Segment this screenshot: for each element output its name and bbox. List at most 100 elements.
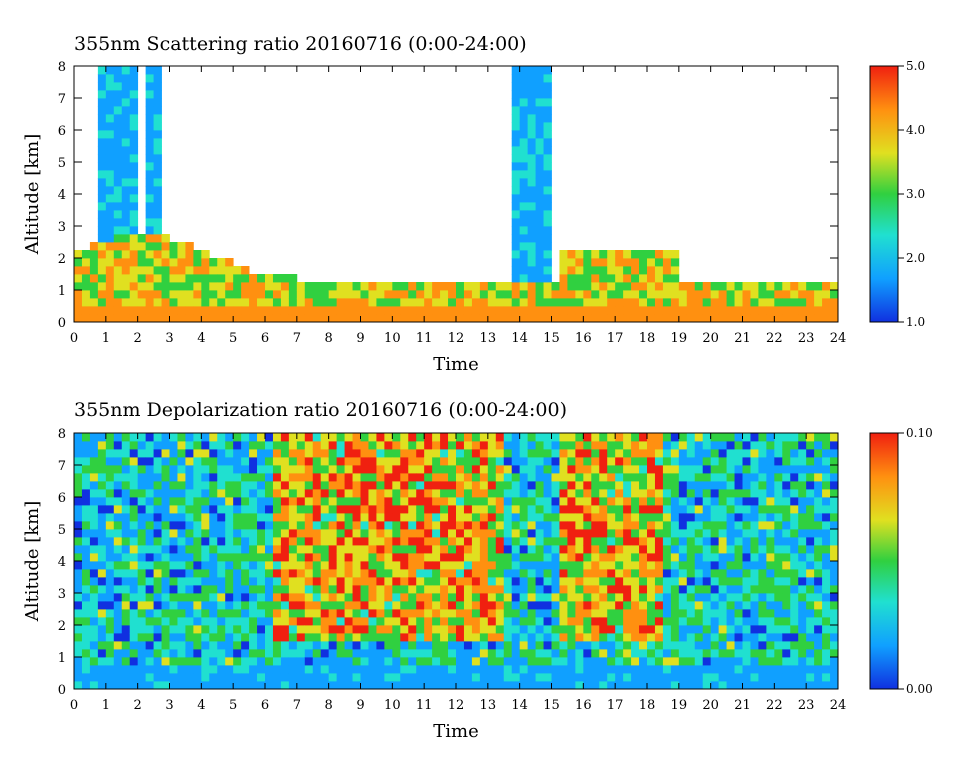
y-tick-label: 4 <box>58 555 66 570</box>
heatmap-cell <box>129 465 139 474</box>
heatmap-cell <box>710 290 720 299</box>
x-tick-label: 24 <box>830 331 847 346</box>
heatmap-cell <box>543 449 552 458</box>
heatmap-cell <box>678 473 688 482</box>
heatmap-cell <box>583 306 592 315</box>
heatmap-cell <box>599 290 608 299</box>
heatmap-cell <box>511 665 521 674</box>
heatmap-cell <box>766 561 775 570</box>
heatmap-cell <box>463 513 473 522</box>
heatmap-cell <box>519 561 529 570</box>
heatmap-cell <box>121 537 131 546</box>
heatmap-cell <box>591 617 600 626</box>
heatmap-cell <box>185 657 194 666</box>
heatmap-cell <box>806 681 815 690</box>
heatmap-cell <box>177 258 186 267</box>
heatmap-cell <box>145 98 154 107</box>
heatmap-cell <box>384 505 393 514</box>
heatmap-cell <box>567 266 576 275</box>
heatmap-cell <box>511 641 521 650</box>
heatmap-cell <box>519 306 529 315</box>
heatmap-cell <box>599 441 608 450</box>
heatmap-cell <box>551 649 560 658</box>
heatmap-cell <box>432 585 441 594</box>
heatmap-cell <box>217 553 226 562</box>
heatmap-cell <box>392 665 401 674</box>
heatmap-cell <box>790 282 799 291</box>
heatmap-cell <box>654 617 664 626</box>
heatmap-cell <box>479 673 489 682</box>
heatmap-cell <box>153 226 162 235</box>
heatmap-cell <box>623 673 632 682</box>
heatmap-cell <box>758 449 767 458</box>
heatmap-cell <box>105 497 115 506</box>
heatmap-cell <box>209 593 218 602</box>
heatmap-cell <box>575 505 584 514</box>
heatmap-cell <box>790 641 799 650</box>
heatmap-cell <box>113 154 123 163</box>
heatmap-cell <box>734 657 743 666</box>
heatmap-cell <box>623 473 632 482</box>
heatmap-cell <box>145 298 154 307</box>
heatmap-cell <box>352 625 361 634</box>
heatmap-cell <box>487 513 497 522</box>
heatmap-cell <box>272 465 282 474</box>
heatmap-cell <box>408 657 417 666</box>
heatmap-cell <box>272 641 282 650</box>
heatmap-cell <box>336 465 345 474</box>
heatmap-cell <box>718 649 727 658</box>
heatmap-cell <box>519 657 529 666</box>
heatmap-cell <box>129 194 139 203</box>
heatmap-cell <box>806 529 815 538</box>
heatmap-cell <box>153 545 162 554</box>
heatmap-cell <box>479 465 489 474</box>
heatmap-cell <box>272 665 282 674</box>
heatmap-cell <box>249 433 258 442</box>
heatmap-cell <box>153 521 162 530</box>
heatmap-cell <box>241 561 250 570</box>
heatmap-cell <box>81 665 91 674</box>
heatmap-cell <box>654 545 664 554</box>
heatmap-cell <box>169 505 178 514</box>
heatmap-cell <box>559 457 568 466</box>
heatmap-cell <box>121 465 131 474</box>
heatmap-cell <box>432 314 441 323</box>
heatmap-cell <box>766 609 775 618</box>
heatmap-cell <box>694 633 704 642</box>
heatmap-cell <box>185 449 194 458</box>
heatmap-cell <box>511 194 521 203</box>
heatmap-cell <box>814 290 823 299</box>
heatmap-cell <box>280 497 290 506</box>
heatmap-cell <box>257 314 266 323</box>
heatmap-cell <box>97 657 107 666</box>
heatmap-cell <box>806 625 815 634</box>
heatmap-cell <box>495 649 505 658</box>
heatmap-cell <box>81 481 91 490</box>
heatmap-cell <box>153 314 162 323</box>
heatmap-cell <box>97 130 107 139</box>
heatmap-cell <box>519 617 529 626</box>
heatmap-cell <box>360 298 369 307</box>
heatmap-cell <box>225 449 234 458</box>
heatmap-cell <box>670 601 680 610</box>
heatmap-cell <box>527 242 536 251</box>
heatmap-cell <box>129 306 139 315</box>
heatmap-cell <box>81 617 91 626</box>
heatmap-cell <box>320 625 330 634</box>
heatmap-cell <box>320 505 330 514</box>
heatmap-cell <box>265 561 274 570</box>
heatmap-cell <box>686 521 696 530</box>
heatmap-cell <box>225 282 234 291</box>
heatmap-cell <box>265 441 274 450</box>
heatmap-cell <box>567 306 576 315</box>
heatmap-cell <box>161 681 170 690</box>
heatmap-cell <box>686 545 696 554</box>
heatmap-cell <box>463 545 473 554</box>
heatmap-cell <box>169 617 178 626</box>
heatmap-cell <box>272 433 282 442</box>
heatmap-cell <box>750 633 759 642</box>
heatmap-cell <box>766 465 775 474</box>
heatmap-cell <box>758 593 767 602</box>
heatmap-cell <box>830 298 839 307</box>
heatmap-cell <box>288 457 298 466</box>
